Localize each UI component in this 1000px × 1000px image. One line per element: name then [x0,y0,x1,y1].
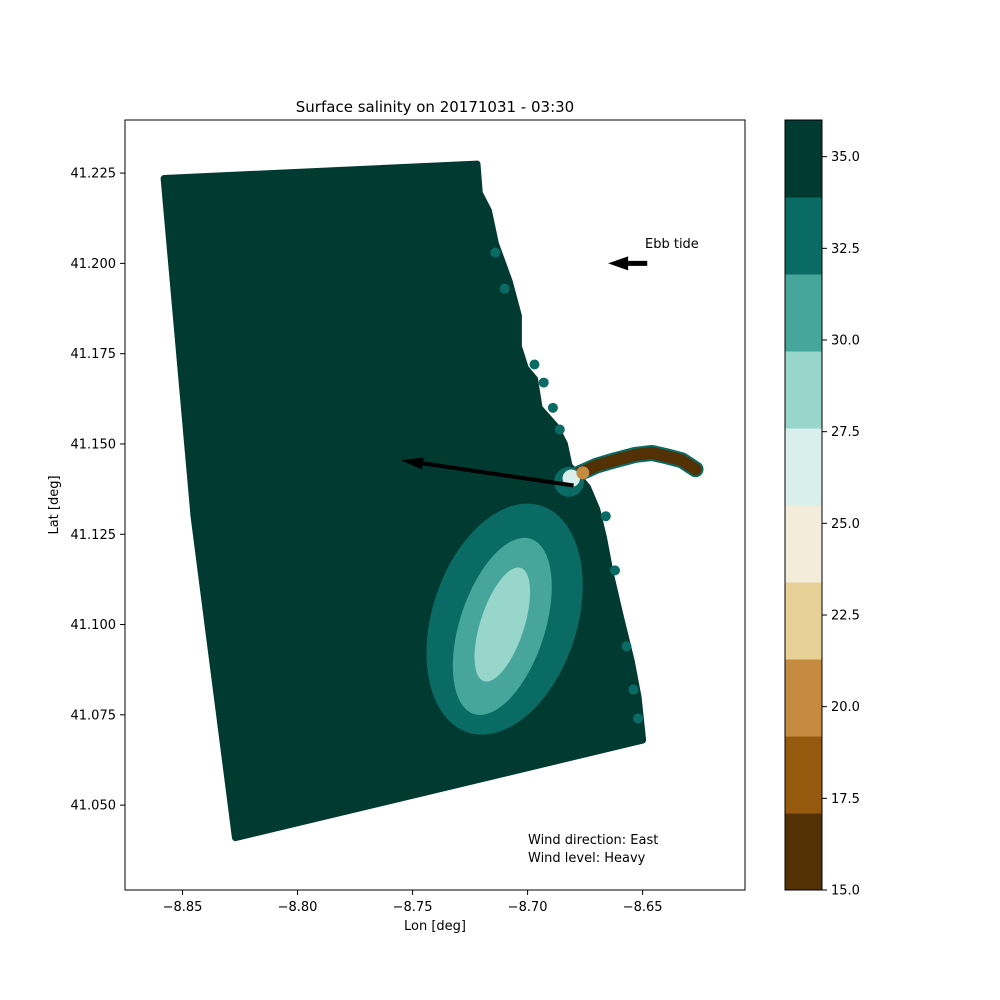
y-tick-label: 41.100 [71,618,117,633]
coastal-grid-point [490,247,501,258]
estuary-mouth-contour [576,466,590,480]
colorbar-tick-label: 35.0 [831,150,860,165]
colorbar-tick-label: 25.0 [831,517,860,532]
wind-arrow [401,457,574,488]
colorbar: 15.0 17.5 20.0 22.5 25.0 27.5 30.0 32.5 35.0 [784,119,860,899]
tide-arrow [608,256,648,271]
y-tick-label: 41.125 [71,528,117,543]
wind-arrow-shaft [422,461,574,488]
coastal-grid-point [633,713,644,724]
colorbar-tick-label: 17.5 [831,792,860,807]
y-axis: 41.050 41.075 41.100 41.125 41.150 41.175 41.2… [71,167,125,814]
coastal-grid-point [600,511,611,522]
colorbar-segment [785,813,822,891]
coastal-grid-point [538,377,549,388]
wind-level-annotation: Wind level: Heavy [528,851,646,866]
coastal-grid-point [628,684,639,695]
colorbar-segment [785,274,822,352]
x-tick-label: −8.75 [393,900,433,915]
y-tick-label: 41.175 [71,347,117,362]
x-tick-label: −8.85 [163,900,203,915]
colorbar-tick-label: 22.5 [831,609,860,624]
tide-arrow-head [608,256,629,271]
y-tick-label: 41.050 [71,799,117,814]
coastal-grid-point [547,402,558,413]
colorbar-segment [785,351,822,429]
coastal-grid-point [610,565,621,576]
wind-arrow-head [401,457,424,470]
x-axis: −8.85 −8.80 −8.75 −8.70 −8.65 [163,890,663,915]
wind-direction-annotation: Wind direction: East [528,833,658,848]
colorbar-segment [785,659,822,737]
colorbar-segment [785,428,822,506]
plume-contour [474,567,531,682]
x-axis-label: Lon [deg] [404,919,466,934]
coastal-grid-point [529,359,540,370]
chart-title: Surface salinity on 20171031 - 03:30 [296,98,574,116]
colorbar-tick-label: 27.5 [831,425,860,440]
colorbar-segment [785,197,822,275]
colorbar-segment [785,736,822,814]
y-tick-label: 41.225 [71,167,117,182]
colorbar-tick-label: 30.0 [831,334,860,349]
y-tick-label: 41.150 [71,437,117,452]
colorbar-frame [784,119,823,891]
plot-area [160,160,704,842]
x-tick-label: −8.80 [278,900,318,915]
y-axis-label: Lat [deg] [47,475,62,534]
colorbar-tick-label: 20.0 [831,700,860,715]
colorbar-tick-label: 32.5 [831,242,860,257]
y-tick-label: 41.200 [71,257,117,272]
colorbar-tick-label: 15.0 [831,884,860,899]
tide-annotation: Ebb tide [645,237,699,252]
coastal-grid-point [499,283,510,294]
coastal-grid-point [621,641,632,652]
x-tick-label: −8.70 [508,900,548,915]
colorbar-segment [785,505,822,583]
y-tick-label: 41.075 [71,708,117,723]
colorbar-segment [785,120,822,198]
coastal-grid-point [554,424,565,435]
x-tick-label: −8.65 [623,900,663,915]
colorbar-segment [785,582,822,660]
axes-frame [124,119,746,891]
